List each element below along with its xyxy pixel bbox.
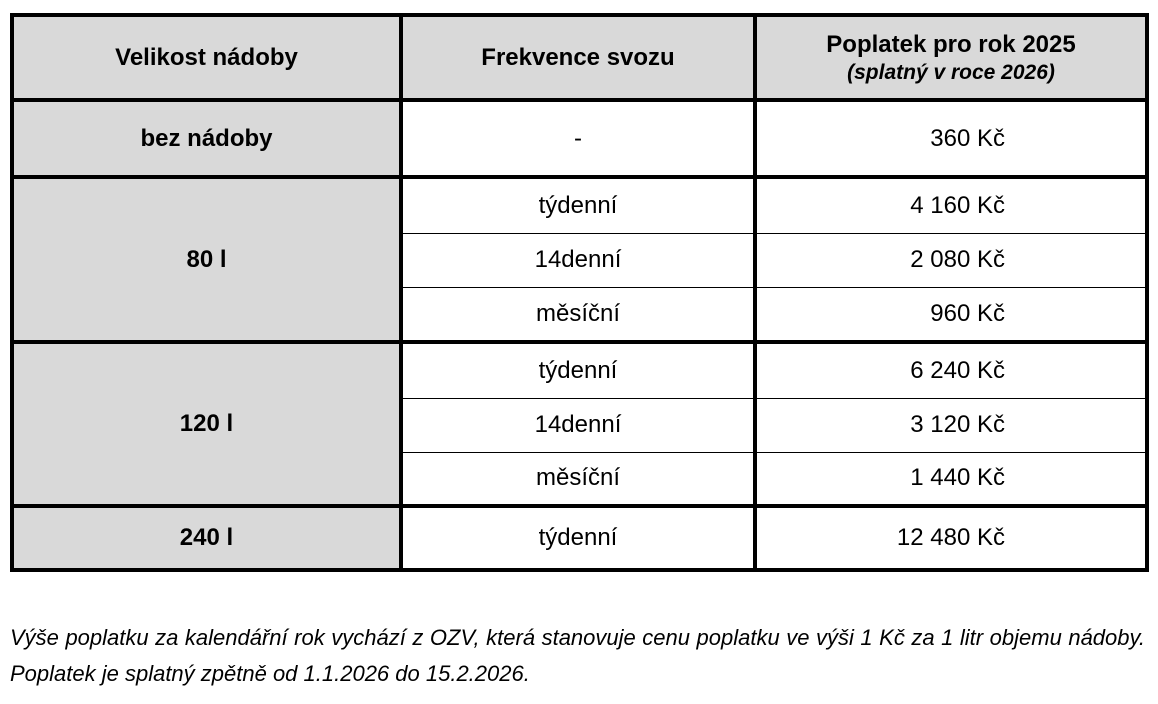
table-row: měsíční 960 Kč	[12, 286, 1149, 344]
table-row: 120 l týdenní 6 240 Kč	[10, 340, 1149, 508]
frequency-cell: měsíční	[399, 451, 757, 508]
table-row: 14denní 3 120 Kč	[12, 397, 1149, 452]
fee-cell: 1 440 Kč	[753, 451, 1149, 508]
table-body: bez nádoby -360 Kč 80 l týdenní 4 160 Kč 14de…	[10, 98, 1149, 572]
table-row: 240 l týdenní 12 480 Kč	[10, 504, 1149, 572]
header-cell: Frekvence svozu	[399, 13, 757, 102]
frequency-cell: -	[399, 98, 757, 179]
size-cell: 120 l	[10, 340, 403, 508]
fee-cell: 960 Kč	[753, 286, 1149, 344]
table-row: bez nádoby -360 Kč	[10, 98, 1149, 179]
size-cell: 80 l	[10, 175, 403, 344]
frequency-cell: 14denní	[399, 232, 757, 287]
fee-cell: 3 120 Kč	[753, 397, 1149, 452]
frequency-cell: týdenní	[399, 175, 757, 233]
frequency-cell: týdenní	[399, 504, 757, 572]
fee-cell: 6 240 Kč	[753, 340, 1149, 398]
frequency-cell: 14denní	[399, 397, 757, 452]
note: Výše poplatku za kalendářní rok vychází …	[10, 625, 1145, 686]
fee-table: Velikost nádoby Frekvence svozu Poplatek…	[10, 13, 1149, 572]
header-subtitle: (splatný v roce 2026)	[847, 60, 1055, 84]
table-row: 14denní 2 080 Kč	[12, 232, 1149, 287]
frequency-cell: měsíční	[399, 286, 757, 344]
header-cell: Poplatek pro rok 2025 (splatný v roce 202…	[753, 13, 1149, 102]
header-title: Poplatek pro rok 2025	[826, 30, 1076, 58]
size-cell: 240 l	[10, 504, 403, 572]
fee-cell: 12 480 Kč	[753, 504, 1149, 572]
frequency-cell: týdenní	[399, 340, 757, 398]
fee-cell: 2 080 Kč	[753, 232, 1149, 287]
header-cell: Velikost nádoby	[10, 13, 403, 102]
fee-cell: 360 Kč	[753, 98, 1149, 179]
table-row: 80 l týdenní 4 160 Kč	[10, 175, 1149, 344]
table-row: měsíční 1 440 Kč	[12, 451, 1149, 508]
header-row: Velikost nádoby Frekvence svozu Poplatek…	[10, 13, 1149, 102]
fee-cell: 4 160 Kč	[753, 175, 1149, 233]
size-cell: bez nádoby	[10, 98, 403, 179]
